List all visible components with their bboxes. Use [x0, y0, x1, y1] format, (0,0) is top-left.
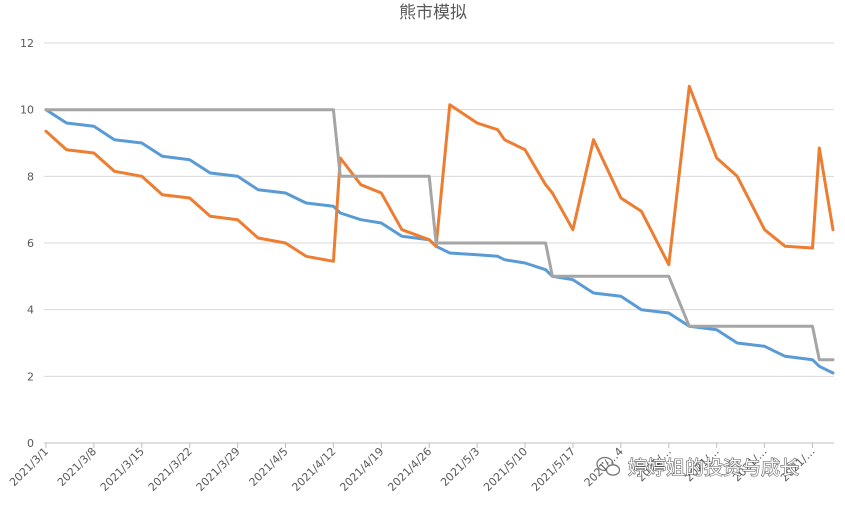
x-tick-label: 2021/4/19 — [337, 445, 386, 494]
y-tick-label: 2 — [27, 370, 34, 383]
series-line-1 — [44, 108, 835, 375]
y-tick-label: 0 — [27, 437, 34, 450]
watermark-text: 婷婷姐的投资与成长 — [628, 457, 799, 479]
y-tick-label: 8 — [27, 170, 34, 183]
y-tick-label: 4 — [27, 304, 34, 317]
y-axis-ticks: 0 2 4 6 8 10 12 — [20, 37, 34, 450]
x-tick-label: 2021/3/15 — [98, 445, 147, 494]
x-tick-label: 2021/5/3 — [438, 445, 482, 489]
x-tick-label: 2021/3/29 — [194, 445, 243, 494]
series-line-3 — [44, 108, 835, 362]
x-tick-label: 2021/…4 — [582, 445, 626, 489]
series-lines — [44, 84, 835, 375]
y-tick-label: 10 — [20, 104, 34, 117]
watermark: 婷婷姐的投资与成长 — [596, 456, 800, 480]
x-tick-label: 2021/4/5 — [247, 445, 291, 489]
series-line-2 — [44, 84, 835, 267]
x-tick-label: 2021/5/10 — [481, 445, 530, 494]
wechat-icon — [596, 456, 621, 476]
x-tick-label: 2021/4/12 — [289, 445, 338, 494]
x-tick-label: 2021/3/22 — [146, 445, 195, 494]
y-tick-label: 6 — [27, 237, 34, 250]
chart-title: 熊市模拟 — [399, 3, 467, 23]
y-tick-label: 12 — [20, 37, 34, 50]
x-tick-label: 2021/5/17 — [529, 445, 578, 494]
x-tick-label: 2021/4/26 — [385, 445, 434, 494]
x-tick-label: 2021/3/8 — [55, 445, 99, 489]
x-tick-label: 2021/3/1 — [7, 445, 51, 489]
